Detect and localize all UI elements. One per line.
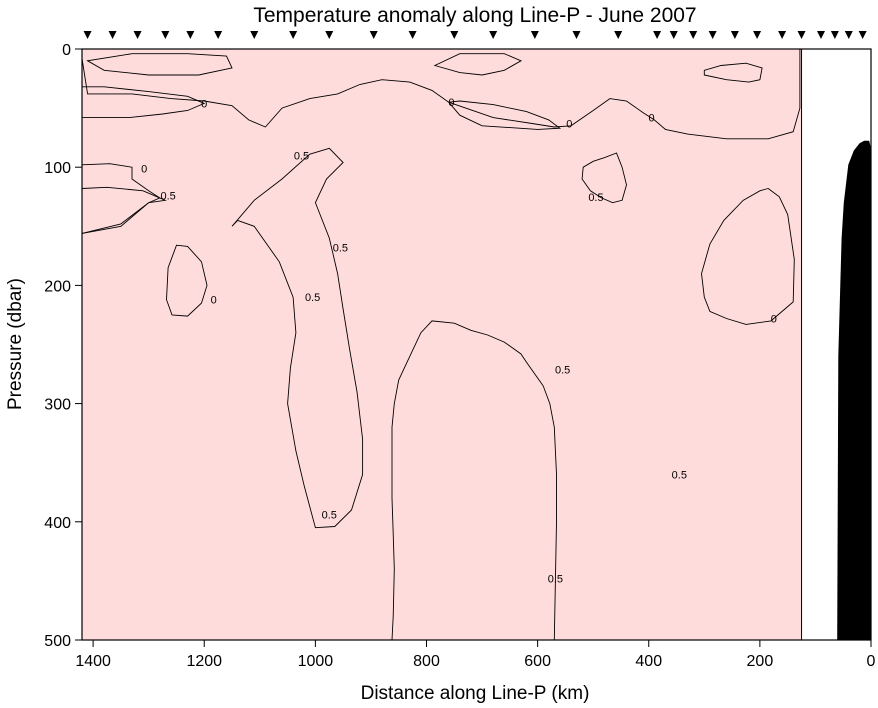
contour-label-15: 0 xyxy=(771,313,777,325)
contour-region-below_0-1 xyxy=(81,86,206,119)
x-axis-label: Distance along Line-P (km) xyxy=(361,683,590,704)
contour-label-7: 0 xyxy=(448,97,454,109)
station-marker-15 xyxy=(614,31,623,39)
station-marker-4 xyxy=(186,31,195,39)
station-marker-6 xyxy=(250,31,259,39)
contour-labels: 0 0 0.5 0.5 0.5 0 0.5 0 0 0 0.5 0.5 0.5 0.5 0.5 0 xyxy=(141,97,777,585)
contour-label-13: 0.5 xyxy=(322,510,337,522)
contour-label-1: 0 xyxy=(141,163,147,175)
station-marker-21 xyxy=(753,31,762,39)
contour-label-12: 0.5 xyxy=(672,470,687,482)
station-marker-27 xyxy=(858,31,867,39)
y-tick-label-4: 400 xyxy=(44,515,71,532)
contour-region-below_0_deep-6 xyxy=(86,53,233,76)
contour-fills xyxy=(81,48,803,641)
contour-region-above_0-5-9 xyxy=(81,186,167,234)
station-marker-11 xyxy=(450,31,459,39)
x-tick-label-0: 1400 xyxy=(75,653,111,670)
contour-label-8: 0 xyxy=(566,118,572,130)
contour-label-0: 0 xyxy=(201,98,207,110)
station-marker-17 xyxy=(669,31,678,39)
contour-label-10: 0.5 xyxy=(588,192,603,204)
contour-label-14: 0.5 xyxy=(548,574,563,586)
y-axis-label: Pressure (dbar) xyxy=(5,278,26,410)
y-tick-label-3: 300 xyxy=(44,397,71,414)
y-tick-label-0: 0 xyxy=(62,42,71,59)
station-marker-26 xyxy=(844,31,853,39)
y-tick-label-2: 200 xyxy=(44,278,71,295)
station-marker-14 xyxy=(572,31,581,39)
station-marker-23 xyxy=(797,31,806,39)
x-axis: 1400 1200 1000 800 600 400 200 0 xyxy=(75,640,876,670)
x-tick-label-4: 600 xyxy=(524,653,551,670)
station-marker-16 xyxy=(653,31,662,39)
contour-region-above_0-5-10 xyxy=(231,147,364,529)
x-tick-label-1: 1200 xyxy=(186,653,222,670)
contour-label-5: 0 xyxy=(211,295,217,307)
y-tick-label-1: 100 xyxy=(44,160,71,177)
station-marker-12 xyxy=(489,31,498,39)
x-tick-label-5: 400 xyxy=(635,653,662,670)
contour-region-below_0-2 xyxy=(81,163,161,234)
contour-label-9: 0 xyxy=(648,113,654,125)
station-marker-1 xyxy=(108,31,117,39)
station-marker-2 xyxy=(133,31,142,39)
plot-frame xyxy=(81,48,872,641)
station-marker-20 xyxy=(730,31,739,39)
x-tick-label-6: 200 xyxy=(747,653,774,670)
station-marker-8 xyxy=(325,31,334,39)
y-tick-label-5: 500 xyxy=(44,633,71,650)
station-marker-5 xyxy=(214,31,223,39)
x-tick-label-7: 0 xyxy=(867,653,876,670)
station-marker-25 xyxy=(830,31,839,39)
station-marker-22 xyxy=(778,31,787,39)
station-marker-10 xyxy=(408,31,417,39)
x-tick-label-3: 800 xyxy=(413,653,440,670)
station-marker-3 xyxy=(161,31,170,39)
contour-region-below_0_deep-8 xyxy=(703,62,763,83)
contour-label-6: 0.5 xyxy=(305,292,320,304)
station-marker-18 xyxy=(689,31,698,39)
station-markers xyxy=(83,31,867,39)
station-marker-24 xyxy=(816,31,825,39)
x-tick-label-2: 1000 xyxy=(298,653,334,670)
contour-label-11: 0.5 xyxy=(555,364,570,376)
station-marker-0 xyxy=(83,31,92,39)
station-marker-7 xyxy=(289,31,298,39)
station-marker-9 xyxy=(369,31,378,39)
contour-label-4: 0.5 xyxy=(333,243,348,255)
station-marker-13 xyxy=(530,31,539,39)
contour-label-3: 0.5 xyxy=(294,150,309,162)
contour-region-below_0-5 xyxy=(701,188,795,325)
y-axis: 0 100 200 300 400 500 xyxy=(44,42,82,650)
contour-region-above_0-5-12 xyxy=(391,320,557,641)
bathymetry-shape xyxy=(804,140,872,641)
contour-region-below_0-4 xyxy=(166,244,208,317)
contour-region-above_0-5-11 xyxy=(581,152,627,204)
bathymetry xyxy=(804,140,872,641)
contour-region-below_0-0 xyxy=(81,48,801,140)
station-marker-19 xyxy=(708,31,717,39)
field-background xyxy=(82,49,802,640)
contour-region-below_0-3 xyxy=(447,100,562,130)
contour-label-2: 0.5 xyxy=(160,191,175,203)
chart-title: Temperature anomaly along Line-P - June … xyxy=(253,4,696,27)
contour-region-below_0_deep-7 xyxy=(433,53,523,76)
